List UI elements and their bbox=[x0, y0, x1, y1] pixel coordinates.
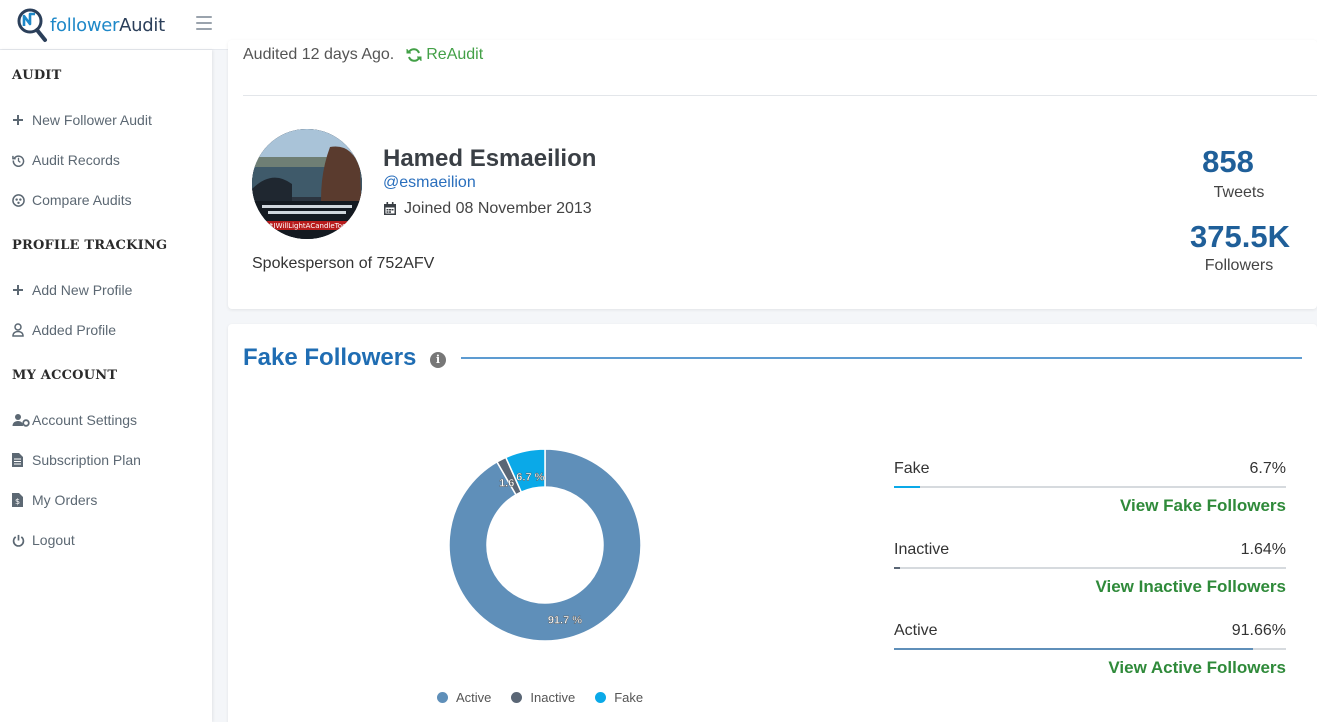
metric-progress-fill bbox=[894, 486, 921, 488]
metric-active: Active 91.66% View Active Followers bbox=[894, 622, 1286, 678]
user-gear-icon bbox=[12, 413, 32, 427]
svg-text:$: $ bbox=[15, 497, 20, 506]
sidebar-item-label: Audit Records bbox=[32, 152, 120, 168]
metric-progress-bar bbox=[894, 486, 1286, 488]
logo-magnifier-icon bbox=[17, 8, 47, 42]
audit-status: Audited 12 days Ago. ReAudit bbox=[243, 46, 483, 64]
sidebar-item-my-orders[interactable]: $ My Orders bbox=[12, 490, 97, 510]
sidebar-item-label: Logout bbox=[32, 532, 75, 548]
donut-data-label: 91.7 % bbox=[548, 614, 582, 626]
document-icon bbox=[12, 453, 32, 467]
audited-text: Audited 12 days Ago. bbox=[243, 46, 395, 63]
avatar-caption-text: #IWillLightACandleToo bbox=[268, 222, 347, 230]
sidebar-heading-profile-tracking: PROFILE TRACKING bbox=[12, 238, 168, 253]
chart-legend: Active Inactive Fake bbox=[437, 690, 663, 705]
profile-card bbox=[228, 40, 1317, 309]
donut-slice-fake[interactable] bbox=[504, 448, 546, 494]
history-icon bbox=[12, 154, 32, 167]
profile-joined: Joined 08 November 2013 bbox=[383, 200, 592, 218]
sidebar-item-label: Subscription Plan bbox=[32, 452, 141, 468]
info-icon[interactable]: i bbox=[430, 352, 446, 368]
sidebar-heading-my-account: MY ACCOUNT bbox=[12, 368, 118, 383]
followers-label: Followers bbox=[1204, 257, 1274, 274]
profile-bio: Spokesperson of 752AFV bbox=[252, 255, 435, 272]
profile-avatar: #IWillLightACandleToo bbox=[252, 129, 362, 239]
profile-handle[interactable]: @esmaeilion bbox=[383, 174, 476, 191]
follower-audit-logo[interactable]: followerAudit bbox=[16, 5, 165, 45]
logo-text: followerAudit bbox=[50, 14, 165, 36]
metric-label: Inactive bbox=[894, 541, 950, 558]
sidebar-heading-audit: AUDIT bbox=[12, 68, 62, 83]
metric-progress-bar bbox=[894, 567, 1286, 569]
sidebar-item-label: Account Settings bbox=[32, 412, 138, 428]
sidebar-item-new-follower-audit[interactable]: New Follower Audit bbox=[12, 110, 152, 130]
metric-value: 91.66% bbox=[1231, 622, 1286, 639]
metric-progress-fill bbox=[894, 567, 901, 569]
metric-progress-bar bbox=[894, 648, 1286, 650]
tweets-label: Tweets bbox=[1213, 184, 1265, 201]
view-fake-followers-link[interactable]: View Fake Followers bbox=[1120, 496, 1286, 515]
fake-followers-title: Fake Followers bbox=[243, 344, 417, 371]
metric-progress-fill bbox=[894, 648, 1254, 650]
view-inactive-followers-link[interactable]: View Inactive Followers bbox=[1095, 577, 1286, 596]
metric-value: 6.7% bbox=[1249, 460, 1286, 477]
sidebar-item-label: Compare Audits bbox=[32, 192, 132, 208]
sidebar-item-logout[interactable]: Logout bbox=[12, 530, 75, 550]
metric-fake: Fake 6.7% View Fake Followers bbox=[894, 460, 1286, 516]
followers-count: 375.5K bbox=[1190, 219, 1290, 254]
reaudit-label: ReAudit bbox=[426, 46, 484, 63]
plus-icon bbox=[12, 284, 32, 296]
compare-icon bbox=[12, 193, 32, 207]
profile-name: Hamed Esmaeilion bbox=[383, 145, 597, 172]
view-active-followers-link[interactable]: View Active Followers bbox=[1108, 658, 1286, 677]
legend-label: Active bbox=[456, 690, 492, 705]
sidebar-item-add-new-profile[interactable]: Add New Profile bbox=[12, 280, 132, 300]
sidebar-item-label: Added Profile bbox=[32, 322, 117, 338]
legend-item-active[interactable]: Active bbox=[437, 690, 491, 705]
donut-data-label: 6.7 % bbox=[516, 472, 544, 484]
legend-label: Inactive bbox=[530, 690, 576, 705]
section-title-underline bbox=[461, 357, 1302, 359]
legend-item-inactive[interactable]: Inactive bbox=[511, 690, 575, 705]
legend-label: Fake bbox=[614, 690, 644, 705]
reaudit-button[interactable]: ReAudit bbox=[406, 46, 483, 64]
sidebar: AUDIT New Follower Audit Audit Records C… bbox=[0, 50, 212, 722]
plus-icon bbox=[12, 114, 32, 126]
legend-dot bbox=[437, 692, 448, 703]
sidebar-item-account-settings[interactable]: Account Settings bbox=[12, 410, 137, 430]
tweets-count: 858 bbox=[1202, 144, 1254, 179]
metric-inactive: Inactive 1.64% View Inactive Followers bbox=[894, 541, 1286, 597]
metric-label: Fake bbox=[894, 460, 930, 477]
sidebar-item-label: My Orders bbox=[32, 492, 98, 508]
sidebar-item-subscription-plan[interactable]: Subscription Plan bbox=[12, 450, 141, 470]
sidebar-item-added-profile[interactable]: Added Profile bbox=[12, 320, 116, 340]
power-icon bbox=[12, 534, 32, 547]
joined-text: Joined 08 November 2013 bbox=[404, 200, 592, 217]
metric-label: Active bbox=[894, 622, 938, 639]
sidebar-item-label: Add New Profile bbox=[32, 282, 133, 298]
metric-value: 1.64% bbox=[1240, 541, 1286, 558]
follower-donut-chart: 91.7 %1.6 %6.7 % bbox=[448, 448, 642, 642]
sidebar-item-compare-audits[interactable]: Compare Audits bbox=[12, 190, 132, 210]
donut-slice-active[interactable] bbox=[448, 448, 642, 642]
legend-item-fake[interactable]: Fake bbox=[595, 690, 643, 705]
sidebar-item-audit-records[interactable]: Audit Records bbox=[12, 150, 120, 170]
user-icon bbox=[12, 323, 32, 337]
legend-dot bbox=[595, 692, 607, 703]
legend-dot bbox=[511, 692, 523, 703]
fake-followers-card bbox=[228, 324, 1317, 722]
refresh-icon bbox=[406, 48, 422, 62]
divider bbox=[243, 95, 1317, 96]
sidebar-item-label: New Follower Audit bbox=[32, 112, 152, 128]
calendar-icon bbox=[384, 202, 396, 215]
receipt-icon: $ bbox=[12, 493, 32, 507]
menu-toggle-icon[interactable] bbox=[196, 16, 212, 30]
